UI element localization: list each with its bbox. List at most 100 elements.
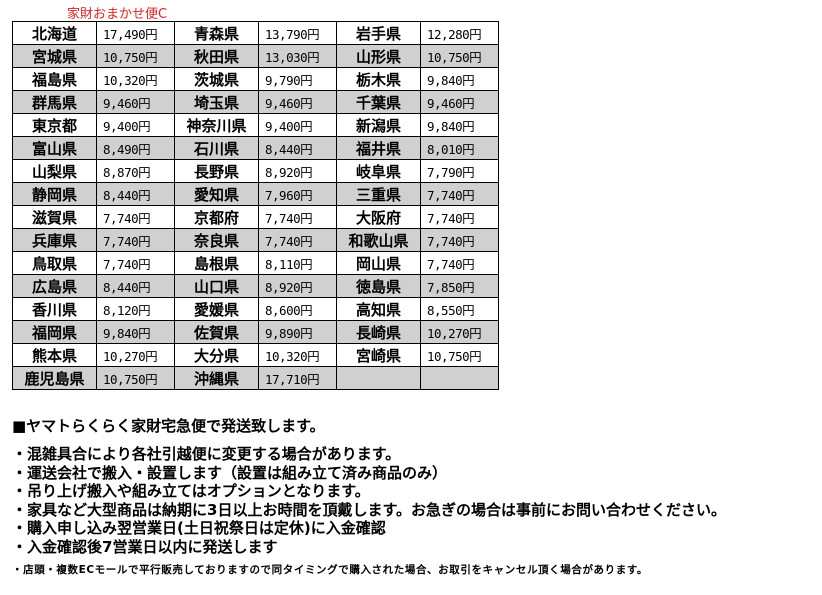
table-row: 山梨県 8,870円 長野県 8,920円 岐阜県 7,790円: [12, 159, 499, 183]
fee-cell: 7,740円: [420, 205, 499, 229]
fee-cell: 7,740円: [258, 228, 337, 252]
prefecture-cell: 長崎県: [336, 320, 421, 344]
fee-cell: 9,840円: [96, 320, 175, 344]
prefecture-cell: 山梨県: [12, 159, 97, 183]
fee-cell: 7,740円: [420, 228, 499, 252]
fee-cell: 9,400円: [258, 113, 337, 137]
table-row: 鳥取県 7,740円 島根県 8,110円 岡山県 7,740円: [12, 251, 499, 275]
fee-cell: 7,960円: [258, 182, 337, 206]
fee-cell: 9,460円: [420, 90, 499, 114]
fee-cell: 8,440円: [96, 182, 175, 206]
prefecture-cell: 愛知県: [174, 182, 259, 206]
fee-cell: 8,110円: [258, 251, 337, 275]
prefecture-cell: 滋賀県: [12, 205, 97, 229]
fee-cell: 8,920円: [258, 159, 337, 183]
fee-cell: 8,440円: [258, 136, 337, 160]
prefecture-cell: 愛媛県: [174, 297, 259, 321]
fee-cell: 17,490円: [96, 21, 175, 45]
table-row: 香川県 8,120円 愛媛県 8,600円 高知県 8,550円: [12, 297, 499, 321]
prefecture-cell: 京都府: [174, 205, 259, 229]
fee-cell: 9,460円: [96, 90, 175, 114]
table-row: 福島県 10,320円 茨城県 9,790円 栃木県 9,840円: [12, 67, 499, 91]
fee-cell: 7,740円: [420, 251, 499, 275]
note-line: ・入金確認後7営業日以内に発送します: [12, 537, 278, 556]
prefecture-cell: 香川県: [12, 297, 97, 321]
prefecture-cell: 栃木県: [336, 67, 421, 91]
prefecture-cell: 徳島県: [336, 274, 421, 298]
prefecture-cell: 岡山県: [336, 251, 421, 275]
fee-cell: 10,750円: [96, 44, 175, 68]
fee-cell: 13,030円: [258, 44, 337, 68]
note-small: ・店頭・複数ECモールで平行販売しておりますので同タイミングで購入された場合、お…: [12, 564, 648, 576]
prefecture-cell: 和歌山県: [336, 228, 421, 252]
fee-cell: 9,790円: [258, 67, 337, 91]
prefecture-cell: 鳥取県: [12, 251, 97, 275]
fee-cell: 7,740円: [96, 228, 175, 252]
prefecture-cell: 島根県: [174, 251, 259, 275]
prefecture-cell: 大分県: [174, 343, 259, 367]
fee-cell: 8,440円: [96, 274, 175, 298]
prefecture-cell: 岩手県: [336, 21, 421, 45]
prefecture-cell: 千葉県: [336, 90, 421, 114]
prefecture-cell: 青森県: [174, 21, 259, 45]
prefecture-cell: 静岡県: [12, 182, 97, 206]
fee-cell: 10,750円: [420, 44, 499, 68]
prefecture-cell: 山形県: [336, 44, 421, 68]
prefecture-cell: 熊本県: [12, 343, 97, 367]
note-line: ・家具など大型商品は納期に3日以上お時間を頂戴します。お急ぎの場合は事前にお問い…: [12, 500, 726, 519]
fee-cell: 8,010円: [420, 136, 499, 160]
fee-cell: 7,740円: [96, 205, 175, 229]
note-line: ・運送会社で搬入・設置します（設置は組み立て済み商品のみ）: [12, 463, 448, 482]
fee-cell: 7,740円: [420, 182, 499, 206]
prefecture-cell: 埼玉県: [174, 90, 259, 114]
fee-cell: 10,270円: [96, 343, 175, 367]
fee-cell: 7,790円: [420, 159, 499, 183]
prefecture-cell: 高知県: [336, 297, 421, 321]
table-row: 富山県 8,490円 石川県 8,440円 福井県 8,010円: [12, 136, 499, 160]
fee-cell: 9,840円: [420, 67, 499, 91]
note-line: ・購入申し込み翌営業日(土日祝祭日は定休)に入金確認: [12, 519, 386, 537]
prefecture-cell: 富山県: [12, 136, 97, 160]
table-row: 群馬県 9,460円 埼玉県 9,460円 千葉県 9,460円: [12, 90, 499, 114]
fee-cell: 8,870円: [96, 159, 175, 183]
table-row: 宮城県 10,750円 秋田県 13,030円 山形県 10,750円: [12, 44, 499, 68]
prefecture-cell: 福岡県: [12, 320, 97, 344]
fee-cell: [420, 366, 499, 390]
fee-cell: 8,120円: [96, 297, 175, 321]
fee-cell: 17,710円: [258, 366, 337, 390]
fee-cell: 9,890円: [258, 320, 337, 344]
note-line: ・吊り上げ搬入や組み立てはオプションとなります。: [12, 482, 370, 500]
prefecture-cell: [336, 366, 421, 390]
prefecture-cell: 広島県: [12, 274, 97, 298]
prefecture-cell: 北海道: [12, 21, 97, 45]
prefecture-cell: 秋田県: [174, 44, 259, 68]
prefecture-cell: 石川県: [174, 136, 259, 160]
prefecture-cell: 鹿児島県: [12, 366, 97, 390]
prefecture-cell: 奈良県: [174, 228, 259, 252]
table-row: 福岡県 9,840円 佐賀県 9,890円 長崎県 10,270円: [12, 320, 499, 344]
prefecture-cell: 沖縄県: [174, 366, 259, 390]
table-title: 家財おまかせ便C: [67, 7, 168, 22]
fee-cell: 9,840円: [420, 113, 499, 137]
shipping-fee-table: 北海道 17,490円 青森県 13,790円 岩手県 12,280円 宮城県 10,750円…: [12, 21, 499, 390]
prefecture-cell: 群馬県: [12, 90, 97, 114]
prefecture-cell: 宮城県: [12, 44, 97, 68]
prefecture-cell: 山口県: [174, 274, 259, 298]
fee-cell: 10,750円: [96, 366, 175, 390]
shipping-notes: ■ヤマトらくらく家財宅急便で発送致します。 ・混雑具合により各社引越便に変更する…: [12, 415, 726, 577]
prefecture-cell: 三重県: [336, 182, 421, 206]
table-row: 広島県 8,440円 山口県 8,920円 徳島県 7,850円: [12, 274, 499, 298]
fee-cell: 8,600円: [258, 297, 337, 321]
prefecture-cell: 茨城県: [174, 67, 259, 91]
fee-cell: 12,280円: [420, 21, 499, 45]
fee-cell: 10,320円: [258, 343, 337, 367]
fee-cell: 10,320円: [96, 67, 175, 91]
prefecture-cell: 佐賀県: [174, 320, 259, 344]
fee-cell: 9,400円: [96, 113, 175, 137]
table-row: 滋賀県 7,740円 京都府 7,740円 大阪府 7,740円: [12, 205, 499, 229]
fee-cell: 8,550円: [420, 297, 499, 321]
note-line: ・混雑具合により各社引越便に変更する場合があります。: [12, 445, 401, 463]
table-row: 北海道 17,490円 青森県 13,790円 岩手県 12,280円: [12, 21, 499, 45]
fee-cell: 7,740円: [258, 205, 337, 229]
prefecture-cell: 福島県: [12, 67, 97, 91]
